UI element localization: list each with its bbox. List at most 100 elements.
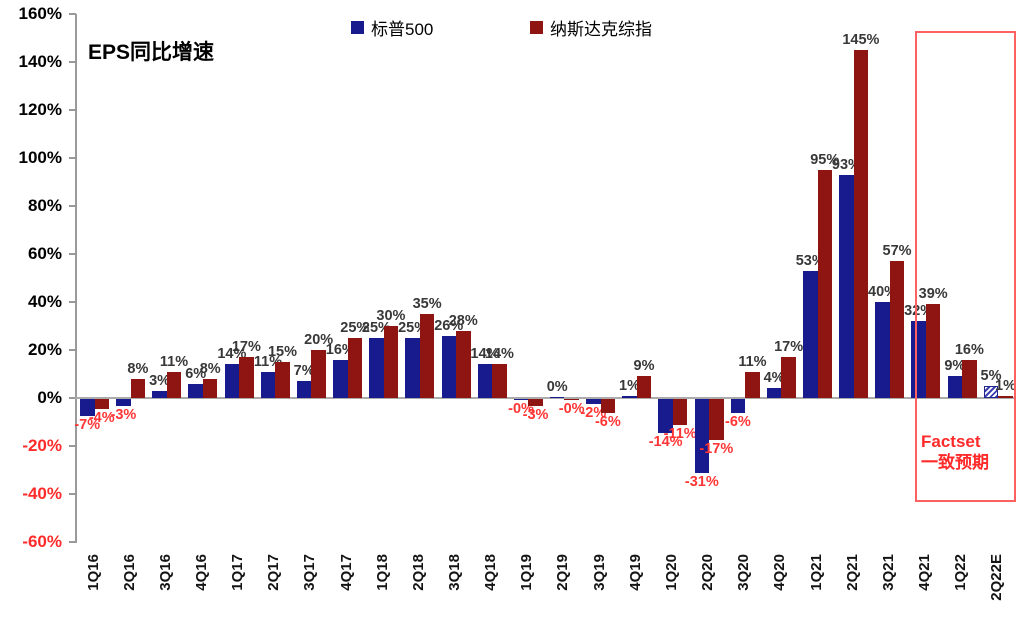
y-axis-line bbox=[75, 14, 77, 543]
bar-sp500-1Q17 bbox=[224, 364, 240, 398]
bar-nasdaq-1Q21 bbox=[817, 170, 832, 398]
bar-label-nasdaq-3Q20: 11% bbox=[738, 353, 767, 370]
y-tick-label: -60% bbox=[22, 532, 62, 551]
bar-nasdaq-3Q20 bbox=[745, 371, 760, 398]
x-tick-label-2Q18: 2Q18 bbox=[409, 554, 427, 591]
bar-label-sp500-2Q16: -3% bbox=[110, 407, 137, 424]
bar-label-nasdaq-4Q18: 14% bbox=[484, 346, 514, 363]
bar-label-nasdaq-4Q19: 9% bbox=[633, 358, 655, 375]
bar-sp500-4Q18 bbox=[477, 364, 493, 398]
legend-item-sp500: 标普500 bbox=[351, 15, 433, 40]
legend-item-nasdaq: 纳斯达克综指 bbox=[530, 15, 652, 40]
y-tick-label: 160% bbox=[18, 4, 62, 23]
bar-nasdaq-2Q18 bbox=[419, 314, 435, 398]
bar-nasdaq-1Q19 bbox=[528, 399, 543, 407]
bar-sp500-2Q19 bbox=[549, 397, 565, 398]
bar-label-sp500-4Q16: 6% bbox=[185, 365, 207, 382]
bar-label-nasdaq-3Q19: -6% bbox=[594, 414, 621, 431]
x-tick-label-1Q22: 1Q22 bbox=[952, 554, 970, 591]
x-tick-label-3Q21: 3Q21 bbox=[879, 554, 897, 591]
forecast-annotation-line2: 一致预期 bbox=[921, 453, 989, 472]
bar-label-nasdaq-2Q17: 15% bbox=[267, 344, 298, 360]
bar-label-sp500-2Q19: 0% bbox=[546, 379, 568, 395]
x-tick-label-4Q20: 4Q20 bbox=[771, 554, 789, 591]
x-tick-label-4Q18: 4Q18 bbox=[482, 554, 500, 591]
x-tick-label-1Q21: 1Q21 bbox=[807, 554, 825, 591]
bar-sp500-3Q19 bbox=[586, 399, 601, 404]
y-tick-mark bbox=[69, 253, 76, 255]
bar-label-sp500-3Q19: -2% bbox=[580, 404, 607, 421]
x-tick-label-1Q18: 1Q18 bbox=[373, 554, 391, 591]
y-tick-label: -40% bbox=[22, 484, 62, 503]
bar-label-sp500-3Q20: -6% bbox=[725, 414, 751, 431]
x-tick-label-4Q17: 4Q17 bbox=[337, 554, 355, 591]
nasdaq-legend-swatch-icon bbox=[530, 21, 543, 34]
zero-baseline bbox=[75, 397, 1014, 399]
bar-label-nasdaq-4Q17: 25% bbox=[340, 320, 370, 336]
bar-nasdaq-4Q20 bbox=[781, 357, 796, 398]
bar-label-nasdaq-1Q18: 30% bbox=[376, 308, 406, 324]
x-tick-label-3Q17: 3Q17 bbox=[301, 554, 319, 591]
bar-label-nasdaq-4Q21: 39% bbox=[918, 286, 948, 303]
bar-sp500-2Q21 bbox=[839, 174, 854, 398]
y-tick-mark bbox=[69, 301, 76, 303]
y-tick-label: 40% bbox=[27, 292, 62, 311]
bar-label-nasdaq-2Q22E: 1% bbox=[995, 377, 1016, 394]
y-tick-label: 140% bbox=[18, 52, 62, 71]
bar-nasdaq-3Q16 bbox=[166, 371, 182, 398]
bar-sp500-4Q16 bbox=[188, 383, 203, 398]
bar-label-sp500-1Q16: -7% bbox=[74, 416, 101, 433]
bar-sp500-1Q21 bbox=[803, 270, 818, 398]
bar-nasdaq-4Q18 bbox=[492, 364, 507, 398]
bar-label-nasdaq-3Q17: 20% bbox=[304, 332, 334, 348]
bar-nasdaq-4Q21 bbox=[925, 304, 941, 398]
bar-sp500-2Q16 bbox=[116, 399, 131, 407]
forecast-annotation-line1: Factset bbox=[921, 432, 981, 451]
bar-nasdaq-2Q22E bbox=[998, 395, 1013, 398]
bar-label-nasdaq-1Q19: -3% bbox=[522, 407, 549, 424]
x-tick-label-1Q16: 1Q16 bbox=[84, 554, 102, 591]
y-tick-label: 120% bbox=[18, 100, 62, 119]
bar-sp500-1Q22 bbox=[947, 376, 963, 398]
bar-sp500-1Q20 bbox=[658, 399, 673, 433]
x-tick-label-1Q20: 1Q20 bbox=[662, 554, 680, 591]
bar-nasdaq-1Q16 bbox=[94, 399, 109, 409]
bar-nasdaq-3Q21 bbox=[889, 261, 905, 398]
bar-label-nasdaq-2Q21: 145% bbox=[842, 32, 880, 48]
x-tick-label-3Q18: 3Q18 bbox=[446, 554, 463, 591]
bar-label-sp500-1Q22: 9% bbox=[944, 358, 966, 375]
legend-label-sp500: 标普500 bbox=[371, 20, 434, 39]
bar-nasdaq-4Q19 bbox=[636, 376, 652, 398]
bar-label-nasdaq-3Q16: 11% bbox=[159, 353, 189, 370]
y-tick-label: 80% bbox=[27, 196, 62, 215]
bar-label-nasdaq-3Q21: 57% bbox=[882, 243, 912, 260]
y-tick-mark bbox=[69, 493, 76, 495]
bar-nasdaq-4Q17 bbox=[347, 338, 363, 398]
sp500-legend-swatch-icon bbox=[351, 21, 364, 34]
bar-label-nasdaq-2Q20: -17% bbox=[699, 440, 734, 457]
bar-sp500-2Q22E bbox=[983, 386, 999, 398]
bar-sp500-1Q16 bbox=[80, 399, 95, 416]
bar-nasdaq-3Q17 bbox=[311, 350, 326, 398]
bar-nasdaq-1Q18 bbox=[383, 326, 399, 398]
bar-sp500-3Q16 bbox=[152, 390, 167, 398]
x-tick-label-1Q19: 1Q19 bbox=[518, 554, 536, 591]
x-tick-label-2Q22E: 2Q22E bbox=[988, 554, 1006, 601]
bar-label-nasdaq-2Q18: 35% bbox=[412, 296, 442, 312]
y-tick-mark bbox=[69, 61, 76, 63]
bar-label-nasdaq-4Q20: 17% bbox=[774, 339, 804, 356]
bar-label-sp500-3Q17: 7% bbox=[293, 363, 315, 380]
bar-sp500-1Q19 bbox=[513, 399, 529, 400]
bar-nasdaq-3Q18 bbox=[456, 330, 471, 398]
bar-sp500-1Q18 bbox=[369, 338, 384, 398]
y-tick-label: 60% bbox=[27, 244, 62, 263]
x-tick-label-3Q20: 3Q20 bbox=[735, 554, 753, 591]
chart-legend: 标普500 纳斯达克综指 bbox=[0, 10, 1024, 40]
bar-label-nasdaq-1Q22: 16% bbox=[954, 341, 984, 358]
forecast-highlight-box bbox=[915, 31, 1016, 502]
x-tick-label-4Q16: 4Q16 bbox=[192, 554, 210, 591]
y-tick-label: 100% bbox=[18, 148, 62, 167]
bar-label-sp500-2Q17: 11% bbox=[253, 353, 283, 370]
bar-sp500-2Q17 bbox=[260, 371, 276, 398]
